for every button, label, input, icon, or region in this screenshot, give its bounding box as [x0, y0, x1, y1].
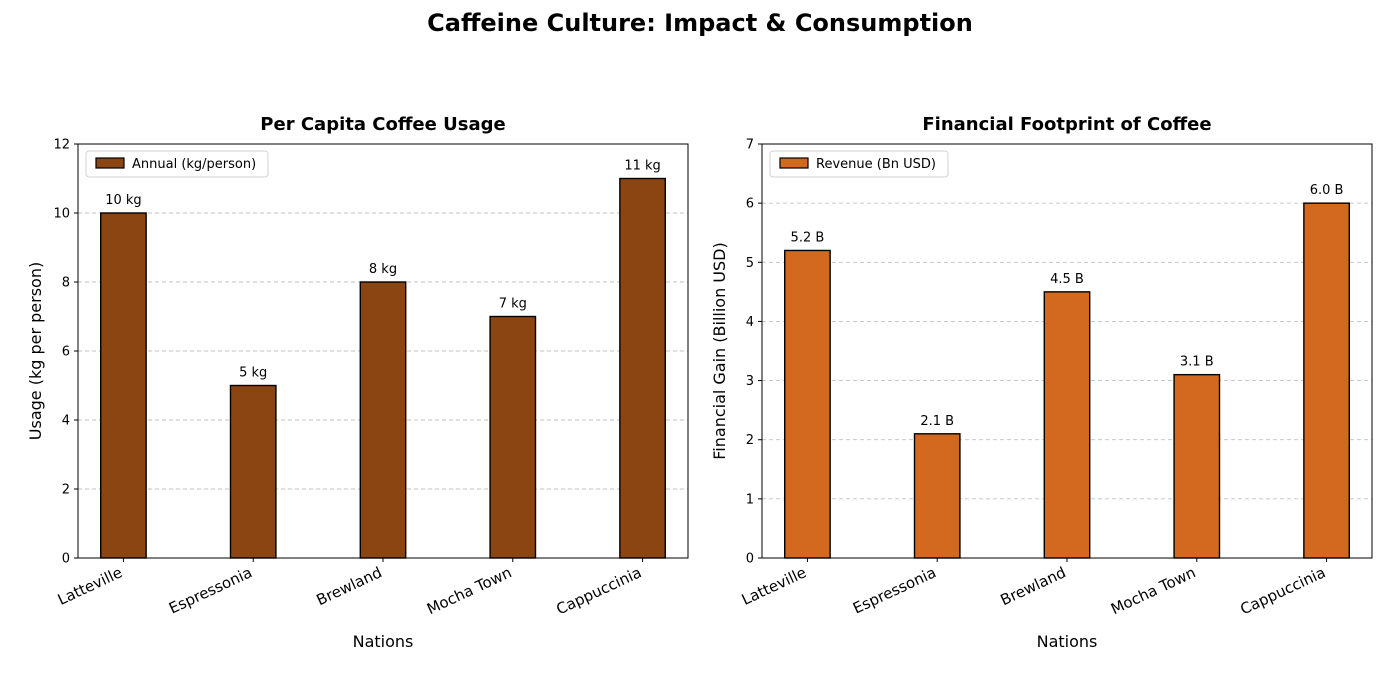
- bar-mocha-town: [1173, 373, 1221, 559]
- x-tick-label: Espressonia: [850, 563, 939, 617]
- x-tick-label: Cappuccinia: [554, 563, 645, 618]
- y-tick-label: 0: [746, 552, 754, 567]
- legend-box: [85, 150, 269, 178]
- x-tick-label: Brewland: [998, 563, 1069, 609]
- y-tick-label: 2: [62, 483, 70, 498]
- y-tick-label: 4: [62, 414, 70, 429]
- bar-data-label: 2.1 B: [920, 414, 954, 429]
- bar-data-label: 4.5 B: [1050, 272, 1084, 287]
- y-tick-label: 2: [746, 433, 754, 448]
- bar-cappuccinia: [619, 177, 666, 559]
- bar-brewland: [1043, 291, 1091, 559]
- y-tick-label: 8: [62, 276, 70, 291]
- legend-swatch: [779, 157, 809, 169]
- y-tick-label: 5: [746, 256, 754, 271]
- x-tick-label: Mocha Town: [424, 563, 514, 618]
- figure-title: Caffeine Culture: Impact & Consumption: [427, 9, 973, 37]
- bar-cappuccinia: [1303, 202, 1350, 559]
- bar-brewland: [359, 281, 407, 559]
- legend-label: Annual (kg/person): [132, 157, 256, 172]
- bar-data-label: 6.0 B: [1310, 183, 1344, 198]
- y-tick-label: 6: [62, 345, 70, 360]
- y-tick-label: 6: [746, 197, 754, 212]
- y-tick-label: 7: [746, 138, 754, 153]
- bar-espressonia: [913, 433, 961, 559]
- revenue-y-axis-label: Financial Gain (Billion USD): [710, 242, 729, 459]
- bar-data-label: 3.1 B: [1180, 355, 1214, 370]
- y-tick-label: 1: [746, 492, 754, 507]
- revenue-chart-title: Financial Footprint of Coffee: [922, 114, 1211, 135]
- y-tick-label: 10: [53, 207, 70, 222]
- y-tick-label: 4: [746, 315, 754, 330]
- bar-latteville: [784, 249, 831, 559]
- bar-data-label: 10 kg: [105, 193, 141, 208]
- legend-swatch: [95, 157, 125, 169]
- usage-x-axis-label: Nations: [353, 632, 414, 651]
- revenue-x-axis-label: Nations: [1037, 632, 1098, 651]
- usage-y-axis-label: Usage (kg per person): [26, 262, 45, 440]
- bar-latteville: [100, 212, 147, 559]
- y-tick-label: 0: [62, 552, 70, 567]
- bar-data-label: 8 kg: [369, 262, 397, 277]
- bar-data-label: 11 kg: [624, 159, 660, 174]
- x-tick-label: Cappuccinia: [1238, 563, 1329, 618]
- bar-mocha-town: [489, 315, 537, 559]
- legend-label: Revenue (Bn USD): [816, 157, 936, 172]
- x-tick-label: Brewland: [314, 563, 385, 609]
- revenue-chart-panel: Financial Footprint of Coffee Nations Fi…: [710, 114, 1373, 651]
- usage-chart-title: Per Capita Coffee Usage: [260, 114, 505, 135]
- x-tick-label: Espressonia: [166, 563, 255, 617]
- x-tick-label: Latteville: [739, 563, 809, 609]
- x-tick-label: Latteville: [55, 563, 125, 609]
- bar-data-label: 7 kg: [499, 297, 527, 312]
- y-tick-label: 12: [53, 138, 70, 153]
- x-tick-label: Mocha Town: [1108, 563, 1198, 618]
- y-tick-label: 3: [746, 374, 754, 389]
- bar-espressonia: [229, 384, 277, 559]
- bar-data-label: 5 kg: [239, 366, 267, 381]
- usage-chart-panel: Per Capita Coffee Usage Nations Usage (k…: [26, 114, 689, 651]
- legend-box: [769, 150, 949, 178]
- bar-data-label: 5.2 B: [791, 230, 825, 245]
